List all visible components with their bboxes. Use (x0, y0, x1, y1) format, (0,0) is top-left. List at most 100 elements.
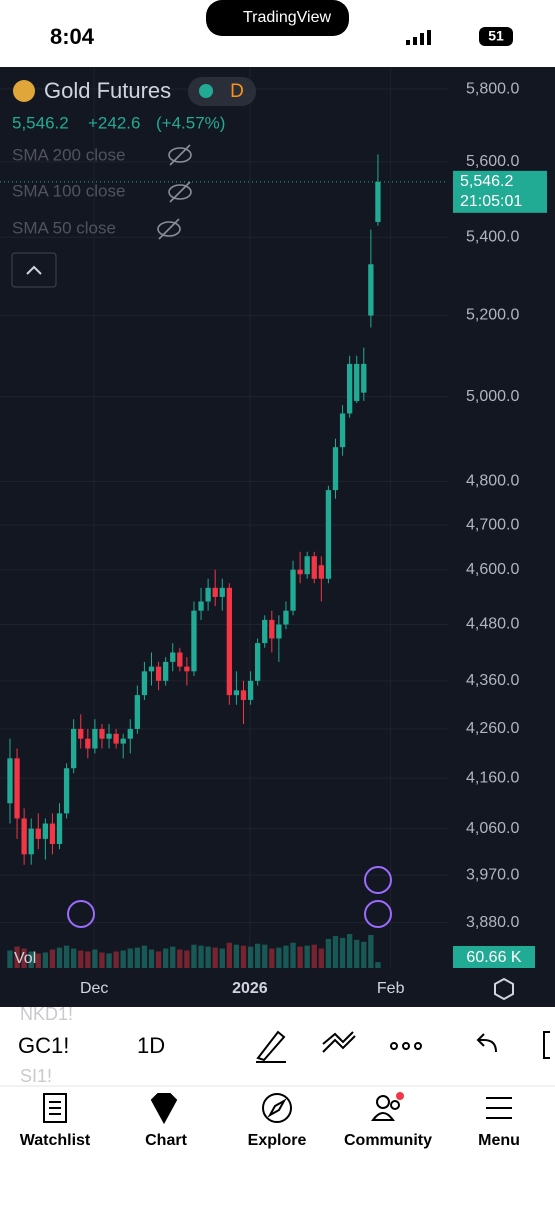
candle-body (368, 264, 374, 316)
candle-body (205, 587, 211, 602)
candle-body (354, 363, 360, 401)
candle-body (212, 587, 218, 597)
candle-body (304, 556, 310, 575)
volume-bar (85, 951, 91, 968)
candle-body (71, 728, 77, 769)
candle-body (155, 666, 162, 681)
next-symbol[interactable]: SI1! (20, 1066, 52, 1086)
tab-label[interactable]: Chart (145, 1132, 187, 1149)
candle-body (184, 666, 190, 672)
chevron (26, 265, 42, 275)
prev-symbol[interactable]: NKD1! (20, 1004, 73, 1024)
volume-label-box (453, 946, 535, 968)
hidden-icons[interactable] (157, 144, 192, 240)
candle-body (28, 828, 34, 855)
volume-bar (205, 946, 211, 968)
candle-body (325, 490, 332, 579)
candle-body (226, 587, 232, 696)
volume-bar (56, 947, 63, 968)
y-tick-label: 4,260.0 (466, 720, 519, 737)
y-tick-label: 4,360.0 (466, 672, 519, 689)
countdown: 21:05:01 (460, 193, 522, 210)
volume-bar (262, 944, 268, 968)
candle-body (247, 680, 254, 700)
candle-body (311, 556, 317, 579)
volume-bar (226, 942, 232, 968)
candle-body (177, 652, 183, 667)
volume-bar (332, 935, 339, 968)
candle-body (297, 569, 303, 575)
market-dot (199, 84, 213, 98)
indicator[interactable]: SMA 200 close (12, 145, 125, 164)
candle-body (7, 758, 13, 804)
volume-bar (177, 949, 183, 968)
candle-body (134, 695, 141, 729)
volume-bar (120, 950, 126, 968)
candle-body (290, 569, 296, 611)
volume-bar (198, 945, 204, 968)
symbol[interactable]: GC1! (18, 1033, 69, 1058)
x-tick-label: Feb (377, 980, 405, 997)
x-tick-label: Dec (80, 980, 108, 997)
candle-body (56, 813, 63, 845)
volume-bar (163, 948, 169, 968)
last-price-box (453, 170, 547, 213)
volume-bar (78, 950, 84, 968)
tab-label[interactable]: Explore (248, 1132, 307, 1149)
volume-bar (318, 948, 324, 968)
events[interactable] (67, 866, 392, 928)
tab-label[interactable]: Menu (478, 1132, 520, 1149)
volume-bar (219, 948, 225, 968)
volume-bar (339, 937, 346, 968)
candle-body (113, 733, 119, 744)
candle-body (120, 738, 126, 744)
volume-bar (42, 952, 49, 968)
tab-label[interactable]: Community (344, 1132, 432, 1149)
candle-body (346, 363, 353, 414)
interval[interactable]: 1D (137, 1033, 165, 1058)
candle-body (233, 690, 240, 696)
volume-bar (21, 948, 27, 968)
volume-bar (311, 944, 317, 968)
tool-icons[interactable] (256, 1030, 550, 1063)
candle-body (283, 610, 289, 625)
y-tick-label: 5,400.0 (466, 228, 519, 245)
volume-bar (233, 944, 240, 968)
tab-label[interactable]: Watchlist (20, 1132, 91, 1149)
interval-badge: D (230, 81, 244, 102)
candle-body (163, 661, 169, 681)
candle-body (332, 447, 339, 491)
volume-bar (297, 946, 303, 968)
signal (406, 30, 431, 45)
volume-bar (184, 950, 190, 968)
volume-bar (325, 938, 332, 968)
candle-body (318, 565, 324, 579)
volume-bar (134, 947, 141, 968)
indicator[interactable]: SMA 100 close (12, 181, 125, 200)
settings-icon[interactable] (494, 977, 514, 1001)
volume-bar (49, 949, 56, 968)
volume-bar (155, 951, 162, 968)
y-tick-label: 4,800.0 (466, 473, 519, 490)
chart-area (0, 67, 555, 1007)
y-tick-label: 3,880.0 (466, 914, 519, 931)
battery (479, 27, 513, 46)
indicator[interactable]: SMA 50 close (12, 218, 116, 237)
candle-body (170, 652, 176, 662)
candle-body (49, 823, 56, 845)
volume-bar (212, 947, 218, 968)
volume-bar (247, 946, 254, 968)
y-tick-label: 5,800.0 (466, 80, 519, 97)
status-pill (188, 77, 256, 106)
volume-bar (276, 947, 282, 968)
volume-bar (290, 942, 296, 968)
volume-bar (240, 945, 247, 968)
volume-bar (14, 946, 20, 968)
last-price: 5,546.2 (12, 113, 69, 132)
volume-bar (346, 934, 353, 968)
candle-body (78, 728, 84, 739)
volume-bar (113, 951, 119, 968)
candle-body (148, 666, 155, 672)
collapse-button[interactable] (11, 252, 57, 288)
